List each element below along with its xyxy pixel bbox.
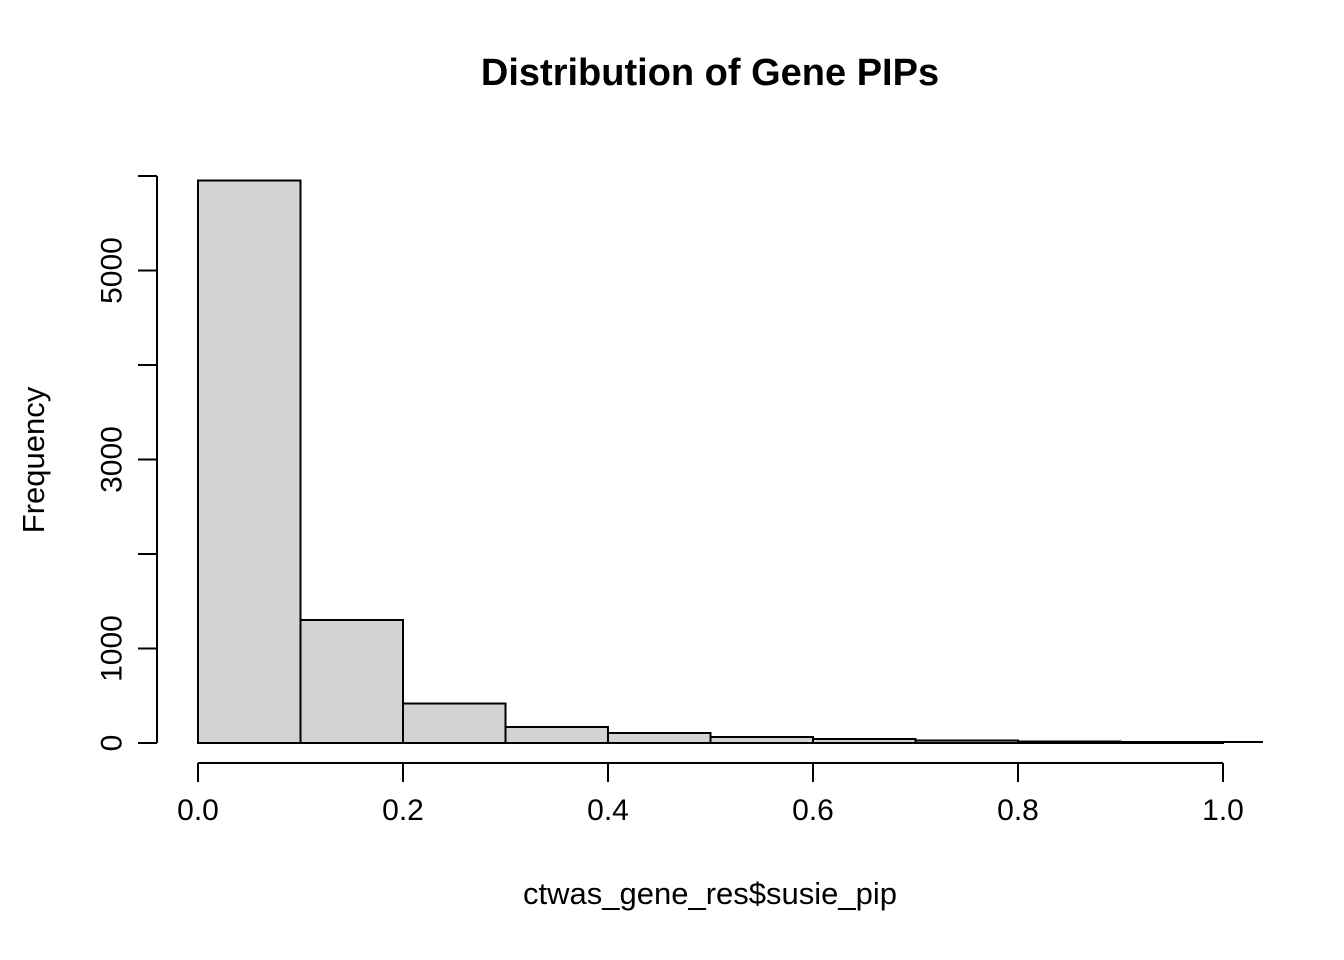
- histogram-bar: [709, 735, 814, 744]
- x-tick-label: 0.2: [382, 794, 424, 827]
- x-axis-title: ctwas_gene_res$susie_pip: [523, 876, 897, 911]
- histogram-bar: [197, 179, 302, 745]
- y-tick-label: 0: [96, 735, 129, 752]
- histogram-bar: [402, 702, 507, 744]
- histogram-bar: [504, 725, 609, 744]
- y-tick-label: 1000: [96, 615, 129, 682]
- histogram-bar: [1017, 740, 1122, 745]
- x-tick-label: 1.0: [1202, 794, 1244, 827]
- histogram-bar: [1119, 740, 1224, 745]
- x-tick-label: 0.8: [997, 794, 1039, 827]
- histogram-bar: [607, 732, 712, 745]
- x-tick-label: 0.0: [177, 794, 219, 827]
- histogram-bar: [299, 619, 404, 745]
- histogram-bar: [914, 739, 1019, 745]
- y-tick-label: 5000: [96, 237, 129, 304]
- x-tick-label: 0.4: [587, 794, 629, 827]
- x-tick-label: 0.6: [792, 794, 834, 827]
- histogram-bar: [812, 738, 917, 744]
- chart-title: Distribution of Gene PIPs: [480, 52, 940, 94]
- y-tick-label: 3000: [96, 426, 129, 493]
